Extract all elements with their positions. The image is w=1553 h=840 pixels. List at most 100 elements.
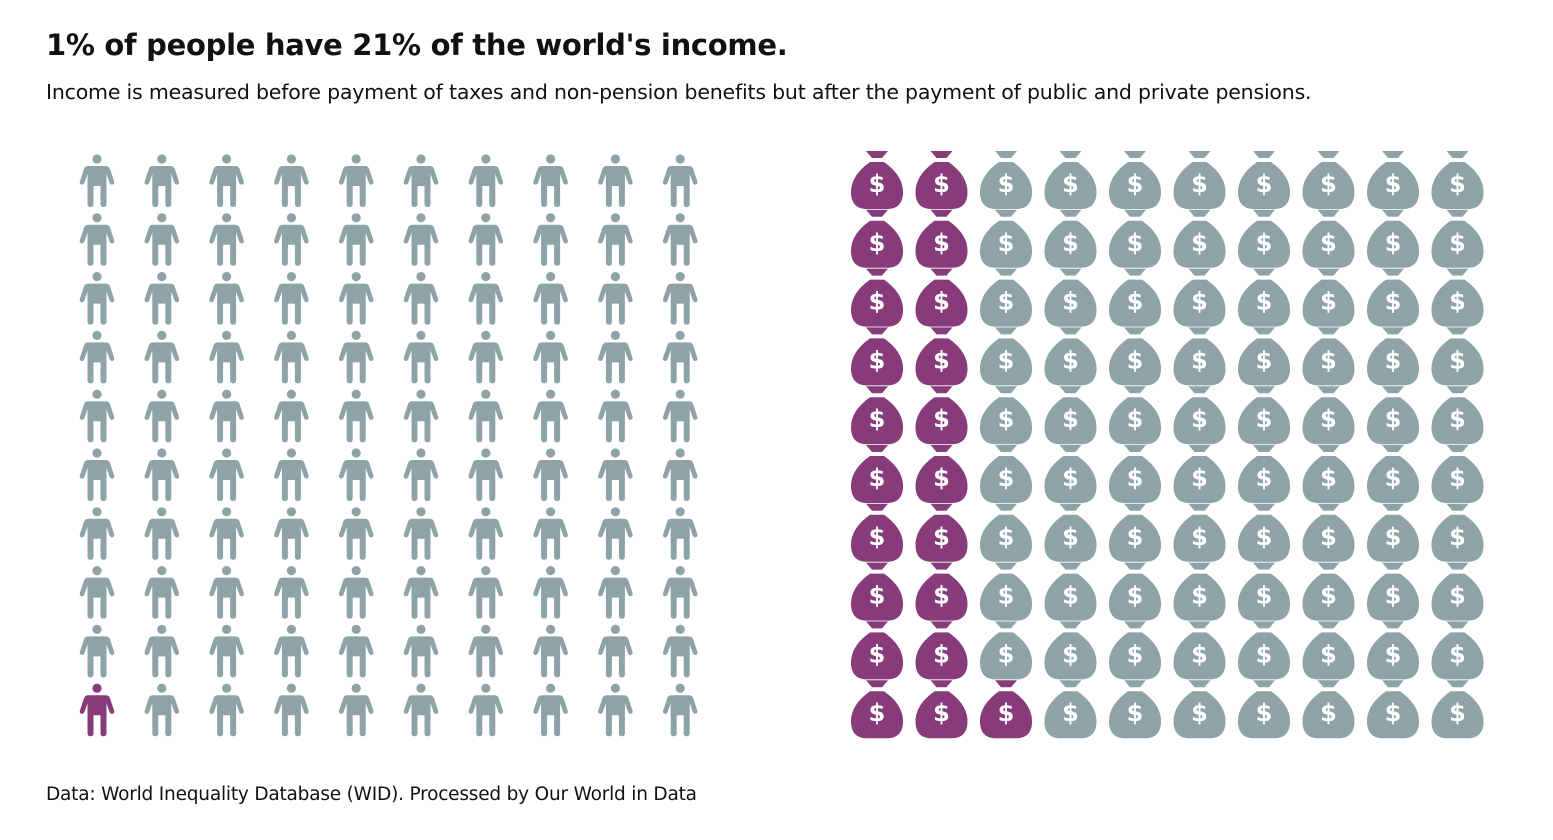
svg-text:$: $ bbox=[933, 699, 950, 727]
person-icon bbox=[533, 624, 568, 678]
svg-text:$: $ bbox=[869, 288, 886, 316]
svg-text:$: $ bbox=[1191, 346, 1208, 374]
person-icon bbox=[662, 213, 698, 266]
person-icon bbox=[209, 330, 244, 384]
svg-text:$: $ bbox=[933, 582, 950, 610]
person-icon bbox=[468, 272, 504, 325]
svg-text:$: $ bbox=[1385, 523, 1402, 551]
person-icon bbox=[209, 272, 244, 325]
svg-text:$: $ bbox=[1191, 288, 1208, 316]
svg-text:$: $ bbox=[998, 229, 1015, 257]
person-icon bbox=[468, 330, 504, 384]
person-icon bbox=[338, 683, 374, 737]
person-icon bbox=[662, 272, 698, 325]
person-icon bbox=[662, 389, 698, 443]
money-bag-icon: $ bbox=[1237, 268, 1291, 327]
money-bag-icon: $ bbox=[1237, 503, 1291, 562]
person-icon bbox=[274, 683, 309, 737]
svg-text:$: $ bbox=[1449, 699, 1466, 727]
svg-text:$: $ bbox=[1385, 405, 1402, 433]
person-icon bbox=[144, 566, 180, 619]
money-bag-icon: $ bbox=[1237, 445, 1291, 503]
svg-text:$: $ bbox=[869, 464, 886, 492]
svg-text:$: $ bbox=[869, 346, 886, 374]
money-bag-icon: $ bbox=[1366, 621, 1420, 680]
svg-text:$: $ bbox=[1191, 229, 1208, 257]
svg-text:$: $ bbox=[1062, 640, 1079, 668]
svg-text:$: $ bbox=[998, 523, 1015, 551]
money-bag-icon: $ bbox=[1108, 680, 1162, 739]
svg-text:$: $ bbox=[1256, 640, 1273, 668]
money-bag-icon: $ bbox=[1366, 327, 1420, 386]
person-icon bbox=[144, 272, 180, 325]
money-bag-icon: $ bbox=[915, 386, 968, 445]
money-bag-icon: $ bbox=[915, 445, 968, 503]
svg-text:$: $ bbox=[998, 582, 1015, 610]
svg-text:$: $ bbox=[1449, 170, 1466, 198]
money-bag-icon: $ bbox=[1302, 562, 1355, 621]
person-icon bbox=[662, 154, 698, 207]
money-bag-icon: $ bbox=[1302, 445, 1355, 503]
money-bag-icon: $ bbox=[1044, 680, 1097, 739]
person-icon bbox=[338, 389, 374, 443]
person-icon bbox=[403, 683, 439, 737]
svg-text:$: $ bbox=[1449, 640, 1466, 668]
person-icon bbox=[403, 448, 439, 501]
svg-text:$: $ bbox=[1062, 464, 1079, 492]
svg-text:$: $ bbox=[1320, 405, 1337, 433]
money-bag-icon: $ bbox=[1431, 268, 1484, 327]
money-bag-icon: $ bbox=[1431, 680, 1484, 739]
money-bag-icon: $ bbox=[979, 327, 1033, 386]
svg-text:$: $ bbox=[1127, 405, 1144, 433]
money-bag-icon: $ bbox=[1044, 562, 1097, 621]
svg-text:$: $ bbox=[1449, 229, 1466, 257]
person-icon bbox=[598, 213, 633, 266]
money-bag-icon: $ bbox=[979, 562, 1033, 621]
chart-title: 1% of people have 21% of the world's inc… bbox=[46, 28, 788, 62]
svg-text:$: $ bbox=[1320, 640, 1337, 668]
person-icon bbox=[144, 330, 180, 384]
svg-text:$: $ bbox=[1191, 170, 1208, 198]
money-bag-icon: $ bbox=[1302, 268, 1355, 327]
person-icon bbox=[209, 154, 244, 207]
svg-text:$: $ bbox=[998, 346, 1015, 374]
svg-text:$: $ bbox=[1127, 582, 1144, 610]
money-bag-icon: $ bbox=[979, 445, 1033, 503]
person-icon bbox=[662, 330, 698, 384]
money-bag-icon: $ bbox=[1431, 445, 1484, 503]
person-icon bbox=[209, 624, 244, 678]
person-icon bbox=[144, 154, 180, 207]
money-bag-icon: $ bbox=[850, 386, 904, 445]
money-bag-icon: $ bbox=[915, 680, 968, 739]
money-bag-icon: $ bbox=[915, 562, 968, 621]
svg-text:$: $ bbox=[1191, 523, 1208, 551]
svg-text:$: $ bbox=[1191, 640, 1208, 668]
money-bag-icon: $ bbox=[979, 621, 1033, 680]
svg-text:$: $ bbox=[869, 523, 886, 551]
money-bag-icon: $ bbox=[1044, 621, 1097, 680]
person-icon bbox=[662, 566, 698, 619]
svg-text:$: $ bbox=[1385, 170, 1402, 198]
person-icon bbox=[209, 448, 244, 501]
person-icon bbox=[533, 448, 568, 501]
person-icon bbox=[79, 566, 115, 619]
svg-text:$: $ bbox=[1062, 229, 1079, 257]
svg-text:$: $ bbox=[869, 640, 886, 668]
money-bag-icon: $ bbox=[850, 209, 904, 268]
person-icon bbox=[274, 448, 309, 501]
person-icon bbox=[598, 507, 633, 560]
svg-text:$: $ bbox=[1127, 523, 1144, 551]
svg-text:$: $ bbox=[1320, 523, 1337, 551]
svg-text:$: $ bbox=[1449, 523, 1466, 551]
svg-text:$: $ bbox=[1062, 170, 1079, 198]
svg-text:$: $ bbox=[933, 288, 950, 316]
money-bag-icon: $ bbox=[1302, 386, 1355, 445]
person-icon bbox=[403, 272, 439, 325]
svg-text:$: $ bbox=[1127, 170, 1144, 198]
person-icon bbox=[533, 389, 568, 443]
svg-text:$: $ bbox=[1385, 346, 1402, 374]
money-bag-icon: $ bbox=[979, 680, 1033, 739]
svg-text:$: $ bbox=[1256, 170, 1273, 198]
person-icon bbox=[144, 389, 180, 443]
svg-text:$: $ bbox=[933, 170, 950, 198]
